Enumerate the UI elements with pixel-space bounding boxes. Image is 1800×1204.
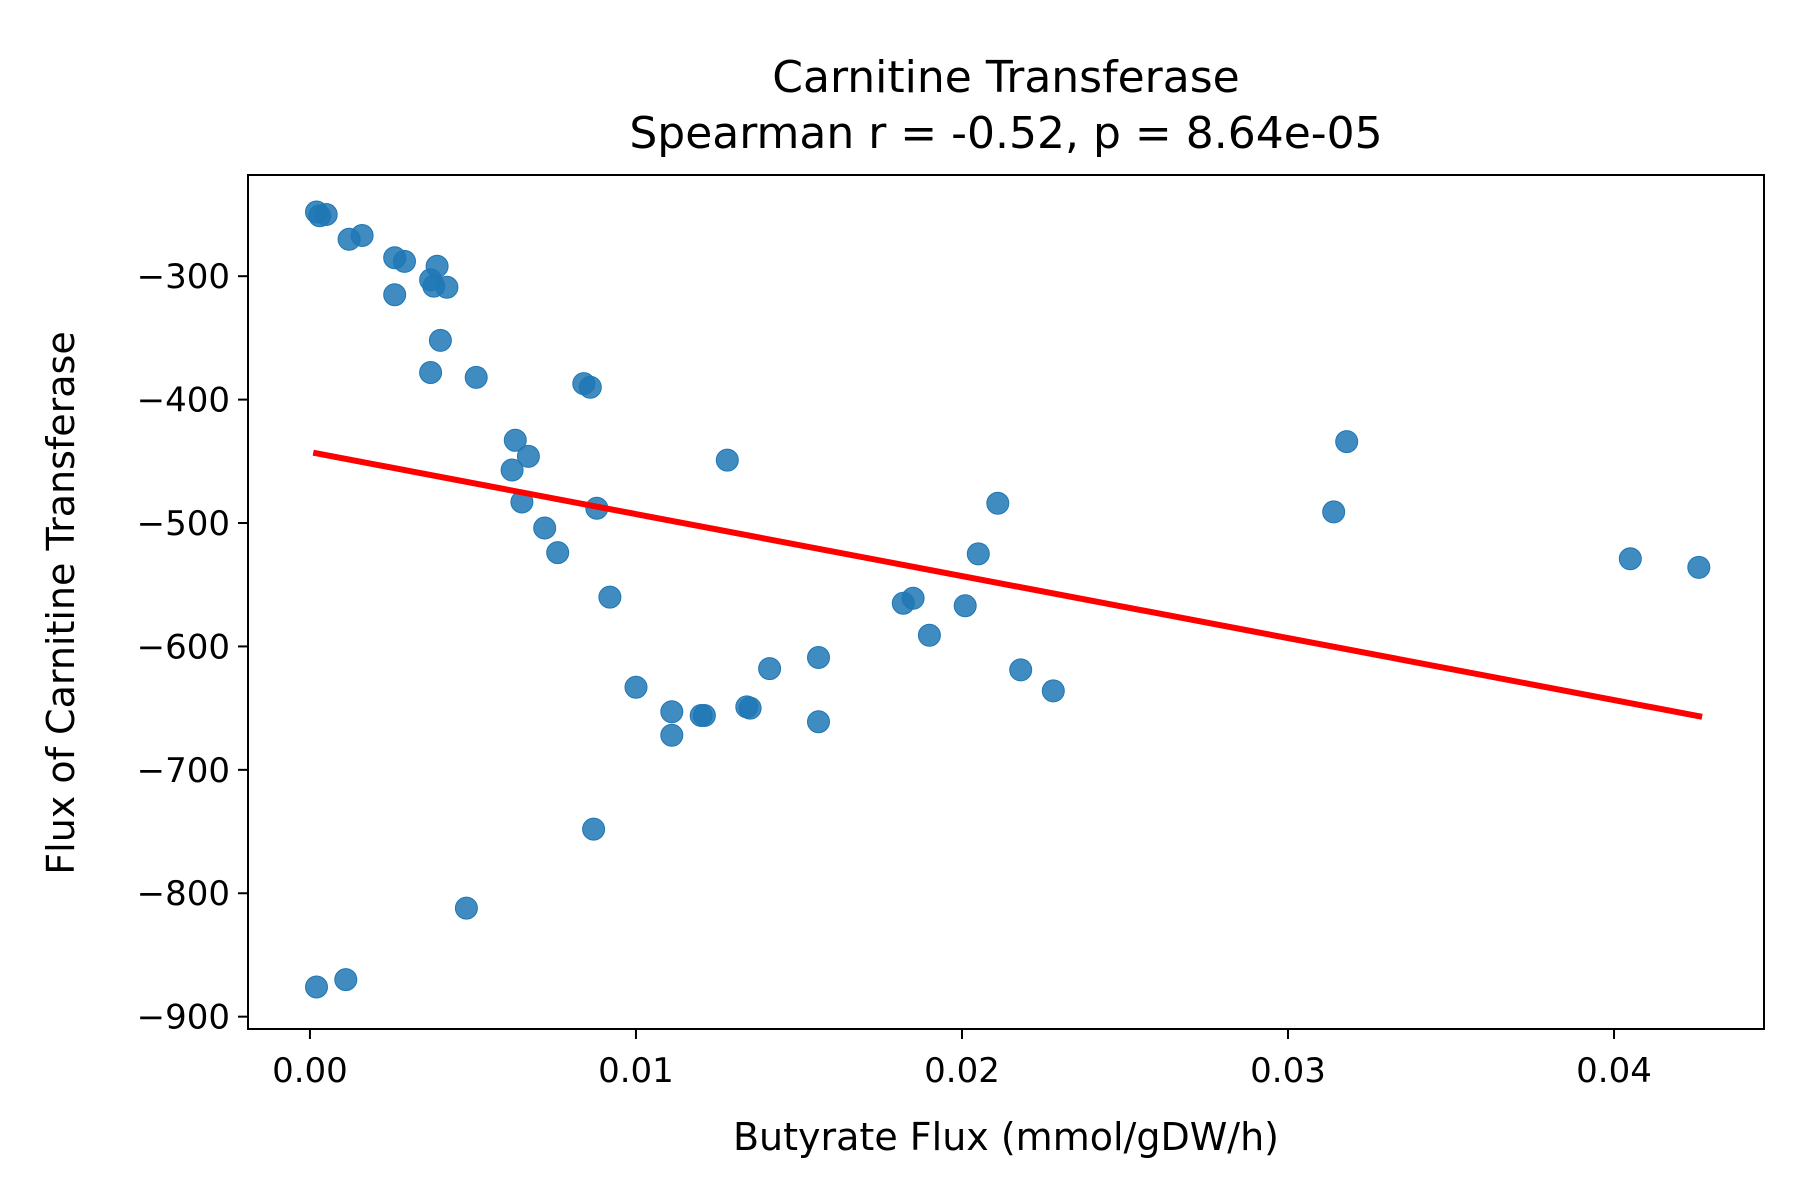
- data-point: [1688, 556, 1710, 578]
- y-tick-label: −500: [137, 504, 230, 544]
- x-tick-label: 0.00: [272, 1051, 348, 1091]
- data-point: [954, 595, 976, 617]
- x-tick-label: 0.02: [924, 1051, 1000, 1091]
- data-point: [384, 284, 406, 306]
- data-point: [436, 276, 458, 298]
- data-point: [902, 587, 924, 609]
- x-tick-label: 0.04: [1576, 1051, 1652, 1091]
- data-point: [1042, 680, 1064, 702]
- data-point: [599, 586, 621, 608]
- x-tick-label: 0.01: [598, 1051, 674, 1091]
- chart-subtitle: Spearman r = -0.52, p = 8.64e-05: [629, 108, 1382, 159]
- data-point: [987, 492, 1009, 514]
- data-point: [547, 542, 569, 564]
- data-point: [1010, 659, 1032, 681]
- data-point: [583, 818, 605, 840]
- data-point: [716, 449, 738, 471]
- data-point: [351, 225, 373, 247]
- data-point: [394, 250, 416, 272]
- data-point: [808, 647, 830, 669]
- data-point: [501, 459, 523, 481]
- y-tick-label: −400: [137, 381, 230, 421]
- data-point: [739, 697, 761, 719]
- data-point: [1619, 548, 1641, 570]
- x-tick-label: 0.03: [1250, 1051, 1326, 1091]
- data-point: [625, 676, 647, 698]
- data-point: [306, 976, 328, 998]
- data-point: [808, 711, 830, 733]
- data-point: [918, 624, 940, 646]
- y-tick-label: −900: [137, 998, 230, 1038]
- data-point: [1336, 431, 1358, 453]
- data-point: [661, 724, 683, 746]
- data-point: [465, 366, 487, 388]
- data-point: [661, 701, 683, 723]
- y-tick-label: −300: [137, 257, 230, 297]
- data-point: [1323, 501, 1345, 523]
- y-tick-label: −800: [137, 874, 230, 914]
- y-axis-label: Flux of Carnitine Transferase: [39, 331, 83, 874]
- data-point: [429, 329, 451, 351]
- data-point: [534, 517, 556, 539]
- y-tick-label: −600: [137, 627, 230, 667]
- y-tick-label: −700: [137, 751, 230, 791]
- data-point: [693, 705, 715, 727]
- data-point: [759, 658, 781, 680]
- data-point: [455, 897, 477, 919]
- data-point: [335, 969, 357, 991]
- x-axis-label: Butyrate Flux (mmol/gDW/h): [733, 1115, 1279, 1159]
- chart-title: Carnitine Transferase: [772, 52, 1239, 103]
- data-point: [967, 543, 989, 565]
- data-point: [420, 362, 442, 384]
- data-point: [315, 204, 337, 226]
- data-point: [579, 376, 601, 398]
